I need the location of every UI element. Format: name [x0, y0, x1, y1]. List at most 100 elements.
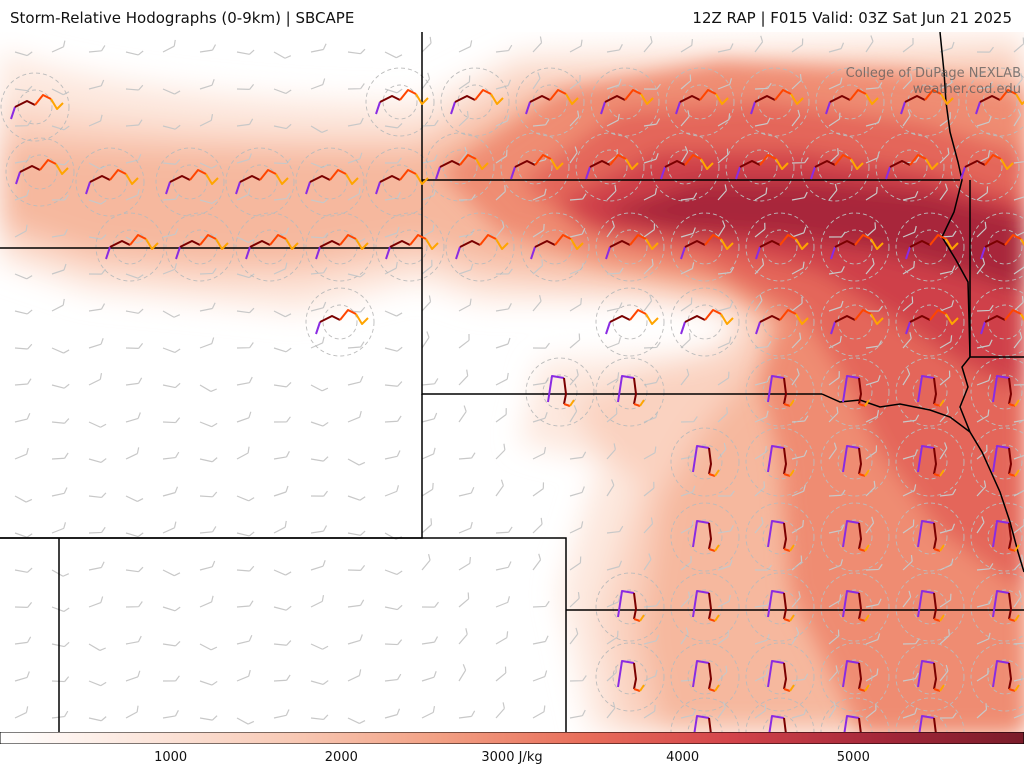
wind-barb: [495, 596, 511, 608]
wind-barb: [236, 446, 250, 460]
hodograph: [692, 590, 720, 622]
hodograph: [692, 660, 720, 692]
hodograph: [585, 154, 639, 180]
wind-barb: [347, 187, 361, 201]
wind-barb: [902, 37, 914, 53]
wind-barb: [606, 595, 621, 608]
wind-barb: [976, 667, 989, 682]
hodograph-ring: [575, 132, 645, 202]
wind-barb: [569, 110, 580, 127]
wind-barb: [310, 232, 329, 239]
wind-barb: [828, 701, 837, 719]
wind-barb: [88, 680, 107, 687]
wind-barb: [199, 560, 216, 571]
hodograph-ring: [820, 287, 890, 357]
wind-barb: [125, 236, 144, 244]
wind-barb: [495, 268, 513, 275]
wind-barb: [865, 257, 875, 275]
wind-barb: [569, 627, 579, 645]
hodograph-ring: [875, 132, 945, 202]
wind-barb: [51, 298, 65, 312]
hodograph: [917, 520, 945, 552]
wind-barb: [347, 495, 366, 501]
hodograph: [525, 89, 579, 115]
hodograph-ring: [595, 642, 665, 712]
hodograph: [905, 234, 959, 260]
wind-barb: [976, 374, 992, 386]
wind-barb: [310, 680, 329, 685]
wind-barb: [384, 569, 403, 576]
wind-barb: [902, 332, 912, 349]
wind-barb: [162, 417, 181, 424]
wind-barb: [1013, 672, 1024, 682]
wind-barb: [754, 669, 769, 682]
wind-barb: [680, 297, 693, 312]
wind-barb: [643, 258, 654, 275]
wind-barb: [14, 447, 29, 460]
wind-barb: [791, 38, 804, 53]
wind-barb: [458, 298, 472, 312]
hodograph-ring: [95, 212, 165, 282]
hodograph: [510, 154, 564, 180]
wind-barb: [51, 194, 69, 201]
hodograph-ring: [670, 502, 740, 572]
hodograph: [917, 660, 945, 692]
wind-barb: [384, 485, 400, 497]
wind-barb: [384, 532, 403, 540]
credits: College of DuPage NEXLAB weather.cod.edu: [846, 66, 1021, 98]
hodograph: [617, 660, 645, 692]
wind-barb: [88, 114, 103, 127]
wind-barb: [236, 531, 255, 537]
wind-barb: [384, 157, 402, 164]
wind-barb: [310, 198, 329, 204]
wind-barb: [347, 410, 362, 423]
wind-barb: [902, 109, 911, 127]
wind-barb: [532, 517, 543, 534]
wind-barb: [791, 673, 809, 682]
wind-barb: [495, 479, 504, 497]
wind-barb: [14, 636, 32, 645]
wind-barb: [754, 634, 770, 645]
hodograph-ring: [595, 212, 665, 282]
hodograph: [315, 309, 369, 335]
wind-barb: [643, 118, 661, 127]
wind-barb: [532, 188, 547, 201]
wind-barb: [902, 225, 917, 238]
hodograph-ring: [0, 72, 70, 142]
wind-barb: [569, 39, 583, 53]
wind-barb: [643, 188, 658, 201]
wind-barb: [458, 75, 471, 90]
wind-barb: [643, 83, 661, 90]
wind-barb: [347, 634, 363, 645]
run-valid-time: 12Z RAP | F015 Valid: 03Z Sat Jun 21 202…: [692, 9, 1012, 27]
wind-barb: [421, 119, 439, 127]
hodograph: [750, 89, 804, 115]
wind-barb: [14, 378, 32, 386]
wind-barb: [643, 517, 654, 534]
hodograph-ring: [820, 697, 890, 732]
hodograph-ring: [365, 67, 435, 137]
wind-barb: [14, 224, 28, 238]
wind-barb: [458, 40, 473, 53]
wind-barb: [791, 226, 807, 238]
wind-barb: [532, 36, 543, 53]
wind-barb: [236, 188, 251, 201]
wind-barb: [680, 555, 692, 571]
wind-barb: [162, 263, 178, 275]
wind-barb: [495, 149, 508, 164]
wind-barb: [1013, 295, 1024, 312]
wind-barb: [236, 118, 254, 127]
wind-barb: [976, 409, 990, 423]
wind-barb: [902, 191, 919, 201]
wind-barb: [236, 84, 255, 90]
wind-barb: [643, 553, 652, 571]
wind-barb: [606, 525, 624, 534]
wind-barb: [458, 369, 469, 386]
hodograph: [842, 660, 870, 692]
wind-barb: [88, 79, 105, 90]
wind-barb: [273, 382, 292, 388]
wind-barb: [495, 408, 507, 423]
hodograph: [960, 154, 1014, 180]
product-title: Storm-Relative Hodographs (0-9km) | SBCA…: [10, 9, 355, 27]
hodograph: [842, 375, 870, 407]
